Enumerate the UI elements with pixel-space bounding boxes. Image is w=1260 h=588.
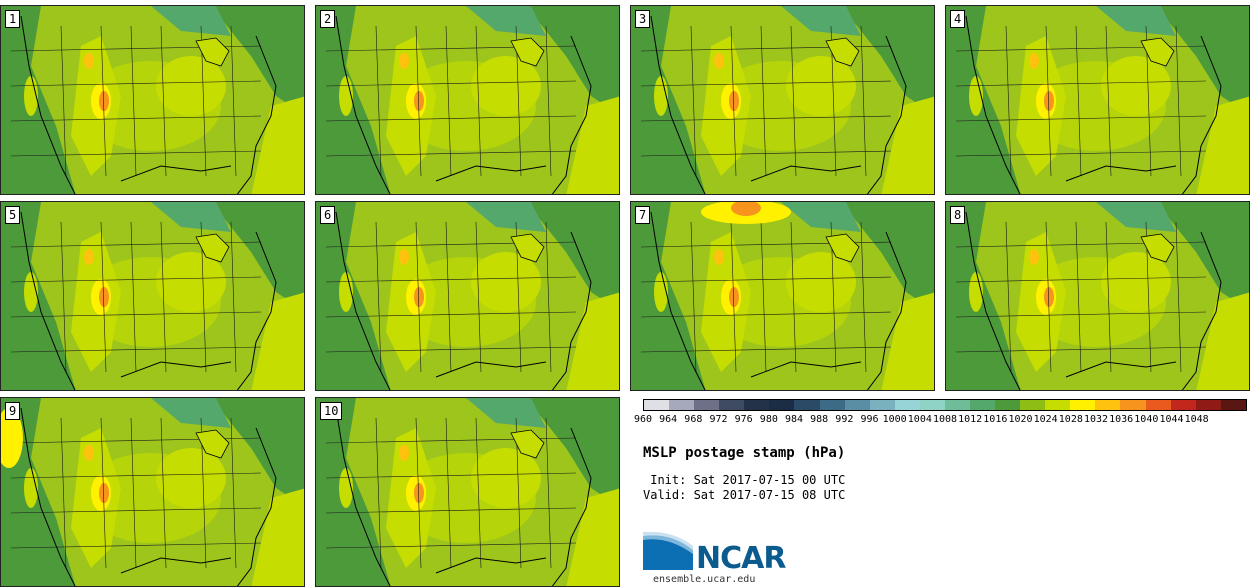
panel-label: 3 — [635, 10, 651, 28]
colorbar-swatch — [694, 400, 720, 410]
map-panel-3: 3 — [630, 5, 935, 195]
map-panel-10: 10 — [315, 397, 620, 587]
colorbar-swatch — [844, 400, 870, 410]
colorbar-swatch — [794, 400, 820, 410]
colorbar-tick-label: 1008 — [932, 414, 958, 425]
map-panel-7: 7 — [630, 201, 935, 391]
colorbar-swatch — [719, 400, 745, 410]
colorbar-swatch — [919, 400, 945, 410]
colorbar-swatch — [819, 400, 845, 410]
colorbar-tick-label: 960 — [633, 414, 653, 425]
colorbar-tick-label: 988 — [810, 414, 829, 425]
colorbar-swatch — [769, 400, 795, 410]
map-panel-8: 8 — [945, 201, 1250, 391]
colorbar-tick-label: 1020 — [1008, 414, 1033, 425]
panel-label: 4 — [950, 10, 966, 28]
colorbar-tick-label: 1044 — [1159, 414, 1184, 425]
colorbar-tick-label: 976 — [734, 414, 753, 425]
valid-time: Valid: Sat 2017-07-15 08 UTC — [643, 488, 846, 502]
colorbar-swatch — [744, 400, 770, 410]
map-panel-4: 4 — [945, 5, 1250, 195]
colorbar-tick-label: 1032 — [1083, 414, 1109, 425]
colorbar-tick-label: 1012 — [958, 414, 983, 425]
colorbar-tick-label: 980 — [759, 414, 778, 425]
colorbar — [643, 399, 1247, 411]
ncar-logo-icon — [643, 532, 693, 570]
colorbar-swatch — [869, 400, 895, 410]
colorbar-swatch — [1120, 400, 1146, 410]
panel-label: 8 — [950, 206, 966, 224]
colorbar-tick-label: 996 — [860, 414, 879, 425]
colorbar-ticks: 960 964 968 972 976 980 984 988 992 996 1000 1004 10… — [634, 414, 1254, 428]
chart-title: MSLP postage stamp (hPa) — [643, 445, 846, 461]
colorbar-tick-label: 1004 — [907, 414, 932, 425]
panel-label: 1 — [5, 10, 21, 28]
map-panel-6: 6 — [315, 201, 620, 391]
colorbar-tick-label: 968 — [684, 414, 703, 425]
colorbar-tick-label: 1036 — [1109, 414, 1134, 425]
colorbar-tick-label: 1024 — [1033, 414, 1058, 425]
colorbar-tick-label: 1000 — [882, 414, 907, 425]
colorbar-tick-label: 972 — [709, 414, 728, 425]
map-panel-5: 5 — [0, 201, 305, 391]
colorbar-swatch — [1070, 400, 1096, 410]
colorbar-tick-label: 964 — [659, 414, 678, 425]
colorbar-swatch — [1045, 400, 1071, 410]
map-panel-9: 9 — [0, 397, 305, 587]
panel-label: 2 — [320, 10, 336, 28]
panel-label: 9 — [5, 402, 21, 420]
colorbar-tick-label: 1040 — [1134, 414, 1159, 425]
panel-label: 10 — [320, 402, 343, 420]
panel-label: 6 — [320, 206, 336, 224]
colorbar-tick-label: 1028 — [1058, 414, 1083, 425]
init-time: Init: Sat 2017-07-15 00 UTC — [643, 473, 846, 487]
colorbar-tick-label: 1016 — [983, 414, 1008, 425]
colorbar-swatch — [1145, 400, 1171, 410]
website-url: ensemble.ucar.edu — [653, 574, 756, 585]
colorbar-tick-label: 984 — [784, 414, 804, 425]
colorbar-swatch — [1020, 400, 1046, 410]
colorbar-swatch — [644, 400, 670, 410]
colorbar-swatch — [1095, 400, 1121, 410]
colorbar-swatch — [1220, 400, 1246, 410]
colorbar-tick-label: 992 — [835, 414, 854, 425]
colorbar-swatch — [1170, 400, 1196, 410]
map-panel-1: 1 — [0, 5, 305, 195]
panel-label: 5 — [5, 206, 21, 224]
ncar-logo-text: NCAR — [696, 541, 786, 576]
colorbar-swatch — [995, 400, 1021, 410]
colorbar-swatch — [1195, 400, 1221, 410]
colorbar-swatch — [894, 400, 920, 410]
panel-label: 7 — [635, 206, 651, 224]
colorbar-tick-label: 1048 — [1184, 414, 1209, 425]
map-panel-2: 2 — [315, 5, 620, 195]
colorbar-swatch — [970, 400, 996, 410]
colorbar-swatch — [944, 400, 971, 410]
colorbar-swatch — [669, 400, 695, 410]
